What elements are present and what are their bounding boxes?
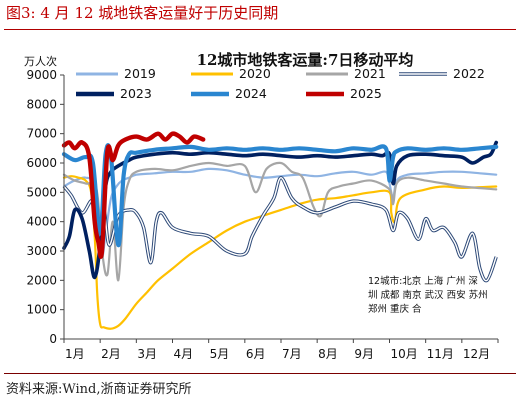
x-tick-label: 8月: [318, 347, 338, 361]
source-text: 资料来源:Wind,浙商证券研究所: [6, 382, 192, 397]
figure-caption: 图3: 4 月 12 城地铁客运量好于历史同期: [6, 4, 279, 22]
x-tick-label: 2月: [101, 347, 121, 361]
legend-item-2022: 2022: [399, 66, 485, 81]
legend-label: 2021: [354, 66, 386, 81]
city-note-line: 郑州 重庆 合: [368, 303, 422, 315]
x-tick-label: 5月: [210, 347, 230, 361]
x-tick-label: 1月: [65, 347, 85, 361]
y-tick-label: 4000: [26, 215, 57, 229]
metro-ridership-chart: 12城市地铁客运量:7日移动平均 万人次 2019 2020 2021 2022 202…: [24, 51, 499, 361]
x-tick-label: 12月: [463, 347, 490, 361]
x-axis-ticks: 1月 2月 3月 4月 5月 6月 7月 8月 9月 10月 11月 12月: [63, 339, 499, 361]
x-tick-label: 9月: [354, 347, 374, 361]
legend-item-2023: 2023: [76, 86, 152, 101]
series-lines: [61, 131, 499, 330]
caption-rule: [4, 29, 516, 30]
legend-item-2021: 2021: [306, 66, 386, 81]
series-2021-line: [62, 161, 498, 282]
legend-item-2019: 2019: [76, 66, 156, 81]
x-tick-label: 6月: [246, 347, 266, 361]
y-tick-label: 3000: [26, 244, 57, 258]
y-tick-label: 2000: [26, 273, 57, 287]
legend-item-2024: 2024: [191, 86, 267, 101]
legend-label: 2019: [124, 66, 156, 81]
y-tick-label: 5000: [26, 185, 57, 199]
city-note-line: 12城市:北京 上海 广州 深: [368, 275, 478, 287]
y-tick-label: 7000: [26, 127, 57, 141]
series-2025-line: [61, 131, 206, 259]
legend-label: 2020: [239, 66, 271, 81]
y-tick-label: 6000: [26, 156, 57, 170]
legend-label: 2024: [235, 86, 267, 101]
legend-label: 2023: [120, 86, 152, 101]
y-axis-ticks: 0 1000 2000 3000 4000 5000 6000 7000 8000 9000: [26, 68, 64, 346]
y-tick-label: 8000: [26, 97, 57, 111]
x-tick-label: 3月: [137, 347, 157, 361]
chart-title: 12城市地铁客运量:7日移动平均: [197, 51, 414, 69]
city-note-line: 圳 成都 南京 武汉 西安 苏州: [368, 289, 488, 301]
y-tick-label: 9000: [26, 68, 57, 82]
series-2022-line: [62, 176, 498, 283]
y-axis-label: 万人次: [24, 54, 57, 68]
legend-label: 2025: [350, 86, 382, 101]
y-tick-label: 1000: [26, 303, 57, 317]
legend: 2019 2020 2021 2022 2023 2024 2025: [76, 66, 485, 101]
legend-item-2025: 2025: [306, 86, 382, 101]
x-tick-label: 10月: [391, 347, 418, 361]
city-note-text: 12城市:北京 上海 广州 深圳 成都 南京 武汉 西安 苏州郑州 重庆 合: [368, 275, 488, 315]
y-tick-label: 0: [49, 332, 57, 346]
x-tick-label: 7月: [282, 347, 302, 361]
legend-item-2020: 2020: [191, 66, 271, 81]
x-tick-label: 11月: [427, 347, 454, 361]
x-tick-label: 4月: [174, 347, 194, 361]
legend-label: 2022: [453, 66, 485, 81]
series-2020-line: [62, 175, 498, 330]
source-rule: [4, 373, 516, 374]
series-2022-line-inner: [63, 177, 497, 282]
city-note: 12城市:北京 上海 广州 深圳 成都 南京 武汉 西安 苏州郑州 重庆 合: [368, 275, 488, 315]
